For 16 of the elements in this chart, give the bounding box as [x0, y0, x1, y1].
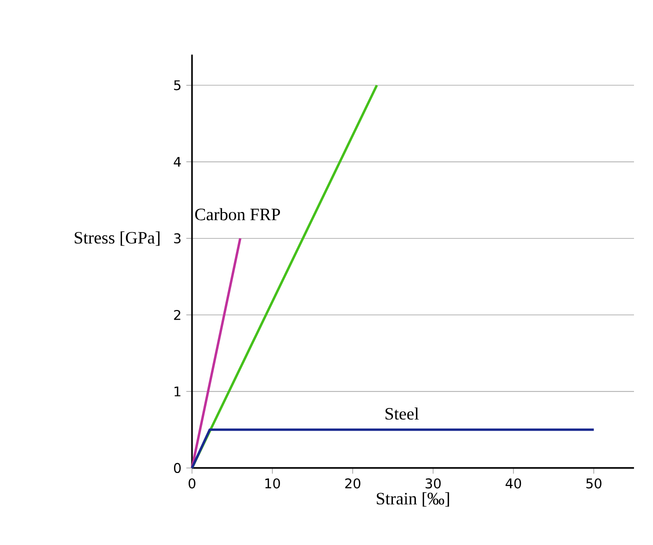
y-tick-label: 3 [174, 233, 181, 244]
y-tick-label: 0 [174, 462, 181, 474]
x-tick-label: 50 [586, 478, 602, 488]
y-axis-title: Stress [GPa] [74, 231, 160, 246]
x-axis-title: Strain [‰] [376, 492, 450, 507]
x-tick-label: 30 [426, 478, 441, 488]
series-label: Steel [386, 407, 419, 420]
x-tick-label: 0 [188, 478, 196, 488]
x-tick-label: 10 [265, 478, 280, 488]
x-tick-label: 20 [345, 478, 360, 488]
y-tick-label: 1 [174, 386, 180, 396]
series-label: Carbon FRP [195, 208, 280, 220]
y-tick-label: 2 [174, 310, 180, 320]
x-tick-label: 40 [506, 478, 522, 488]
y-tick-label: 5 [174, 80, 180, 90]
y-tick-label: 4 [174, 156, 181, 167]
